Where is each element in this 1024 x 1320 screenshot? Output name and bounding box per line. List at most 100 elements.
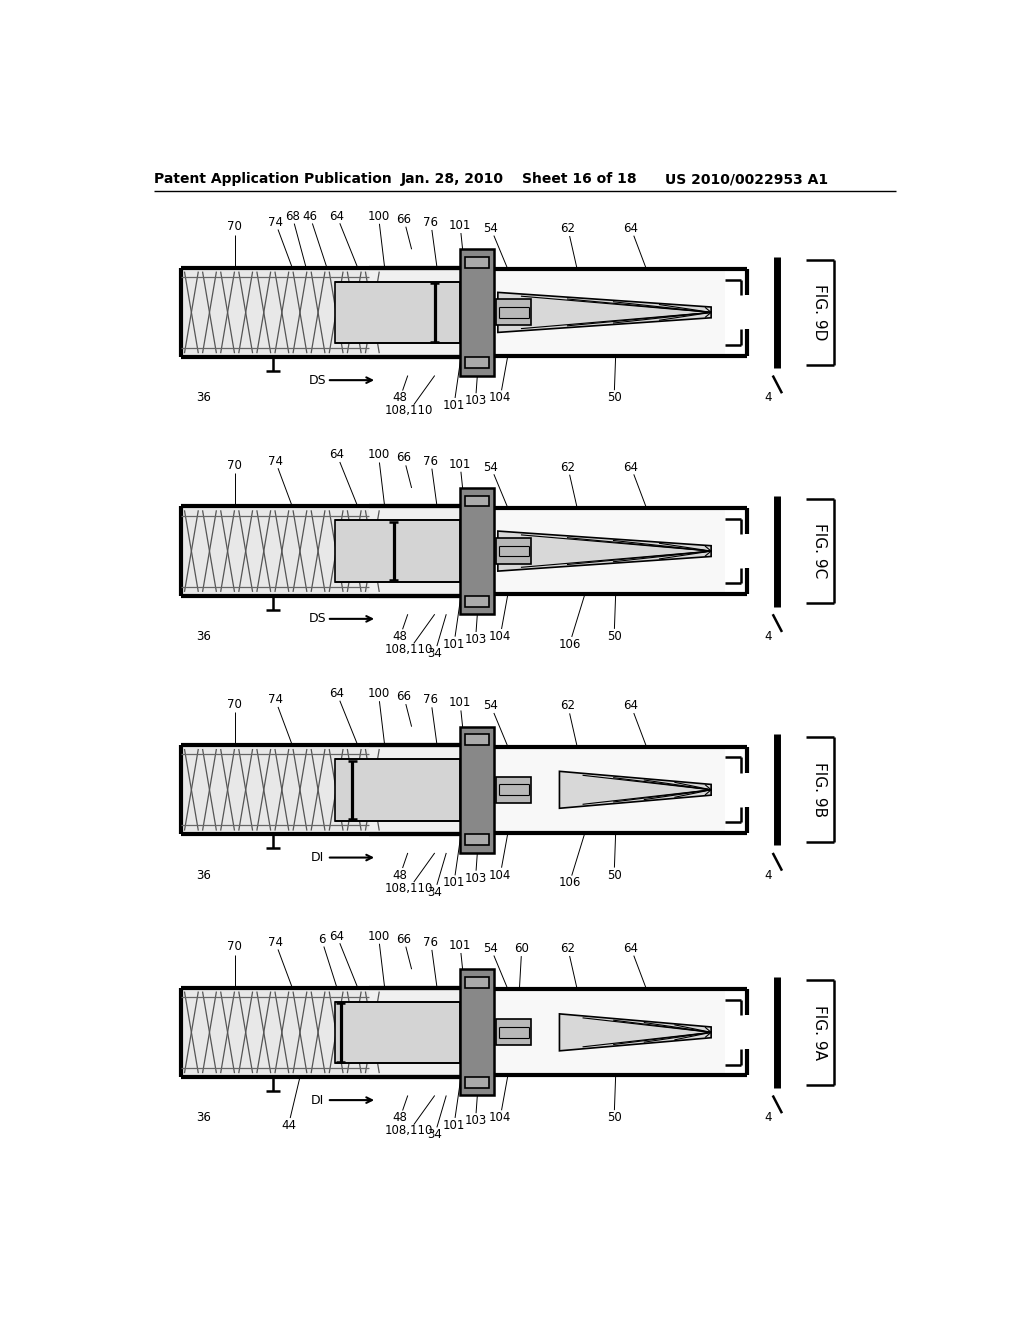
Text: 66: 66 <box>396 933 412 945</box>
Polygon shape <box>465 496 489 507</box>
Polygon shape <box>460 488 494 614</box>
Text: DS: DS <box>309 374 327 387</box>
Text: 76: 76 <box>423 215 438 228</box>
Text: 34: 34 <box>427 1129 442 1142</box>
Text: 108,110: 108,110 <box>385 1125 433 1138</box>
Text: 62: 62 <box>560 222 575 235</box>
Polygon shape <box>559 771 711 808</box>
Text: 70: 70 <box>227 698 242 711</box>
Polygon shape <box>370 987 460 1077</box>
Text: 103: 103 <box>465 871 486 884</box>
Text: 100: 100 <box>368 686 389 700</box>
Polygon shape <box>465 834 489 845</box>
Text: 104: 104 <box>489 869 511 882</box>
Text: 54: 54 <box>483 942 499 954</box>
Text: 54: 54 <box>483 222 499 235</box>
Text: FIG. 9D: FIG. 9D <box>812 284 827 341</box>
Text: 4: 4 <box>764 391 772 404</box>
Polygon shape <box>460 969 494 1096</box>
Text: 64: 64 <box>330 686 344 700</box>
Text: Patent Application Publication: Patent Application Publication <box>155 172 392 186</box>
Polygon shape <box>370 268 460 358</box>
Text: 106: 106 <box>558 638 581 651</box>
Text: 6: 6 <box>317 933 326 945</box>
Text: 76: 76 <box>423 936 438 949</box>
Text: 54: 54 <box>483 461 499 474</box>
Text: 101: 101 <box>442 399 465 412</box>
Text: 50: 50 <box>607 1111 622 1125</box>
Text: 104: 104 <box>489 630 511 643</box>
Text: 74: 74 <box>268 936 283 949</box>
Polygon shape <box>465 257 489 268</box>
Polygon shape <box>465 1077 489 1088</box>
Text: 36: 36 <box>197 391 211 404</box>
Text: Jan. 28, 2010: Jan. 28, 2010 <box>401 172 504 186</box>
Text: 101: 101 <box>449 219 471 232</box>
Text: 50: 50 <box>607 630 622 643</box>
Text: 48: 48 <box>392 869 408 882</box>
Text: 48: 48 <box>392 630 408 643</box>
Text: 66: 66 <box>396 690 412 704</box>
Text: 4: 4 <box>764 1111 772 1125</box>
Text: FIG. 9B: FIG. 9B <box>812 762 827 817</box>
Polygon shape <box>460 249 494 376</box>
Text: 66: 66 <box>396 213 412 226</box>
Polygon shape <box>497 1019 531 1045</box>
Text: 46: 46 <box>302 210 317 223</box>
Text: 64: 64 <box>330 929 344 942</box>
Text: 62: 62 <box>560 942 575 954</box>
Text: DS: DS <box>309 612 327 626</box>
Text: 74: 74 <box>268 215 283 228</box>
Polygon shape <box>370 744 460 834</box>
Text: 100: 100 <box>368 449 389 462</box>
Text: 108,110: 108,110 <box>385 882 433 895</box>
Text: 48: 48 <box>392 391 408 404</box>
Text: 64: 64 <box>624 222 639 235</box>
Polygon shape <box>559 1014 711 1051</box>
Text: 104: 104 <box>489 391 511 404</box>
Polygon shape <box>497 539 531 564</box>
Polygon shape <box>465 977 489 987</box>
Text: 62: 62 <box>560 461 575 474</box>
Text: 36: 36 <box>197 869 211 882</box>
Polygon shape <box>465 358 489 368</box>
Text: 36: 36 <box>197 630 211 643</box>
Text: 44: 44 <box>281 1119 296 1133</box>
Polygon shape <box>335 520 460 582</box>
Text: 64: 64 <box>624 461 639 474</box>
Text: 74: 74 <box>268 693 283 706</box>
Text: 4: 4 <box>764 630 772 643</box>
Text: 50: 50 <box>607 869 622 882</box>
Text: 106: 106 <box>558 876 581 890</box>
Polygon shape <box>180 744 370 834</box>
Text: 64: 64 <box>624 942 639 954</box>
Polygon shape <box>335 281 460 343</box>
Text: DI: DI <box>311 1093 325 1106</box>
Text: DI: DI <box>311 851 325 865</box>
Text: FIG. 9A: FIG. 9A <box>812 1005 827 1060</box>
Polygon shape <box>335 759 460 821</box>
Text: 62: 62 <box>560 700 575 713</box>
Polygon shape <box>465 595 489 607</box>
Text: 66: 66 <box>396 451 412 465</box>
Polygon shape <box>180 268 370 358</box>
Text: 36: 36 <box>197 1111 211 1125</box>
Polygon shape <box>494 269 725 355</box>
Text: 74: 74 <box>268 454 283 467</box>
Polygon shape <box>497 776 531 803</box>
Polygon shape <box>494 747 725 833</box>
Text: 101: 101 <box>442 1119 465 1133</box>
Polygon shape <box>494 508 725 594</box>
Text: 70: 70 <box>227 220 242 234</box>
Text: 70: 70 <box>227 940 242 953</box>
Text: 54: 54 <box>483 700 499 713</box>
Polygon shape <box>498 293 711 333</box>
Text: 70: 70 <box>227 459 242 473</box>
Text: 64: 64 <box>330 210 344 223</box>
Text: 101: 101 <box>449 696 471 709</box>
Text: 101: 101 <box>442 638 465 651</box>
Text: 104: 104 <box>489 1111 511 1125</box>
Text: FIG. 9C: FIG. 9C <box>812 524 827 578</box>
Text: 76: 76 <box>423 693 438 706</box>
Polygon shape <box>498 531 711 572</box>
